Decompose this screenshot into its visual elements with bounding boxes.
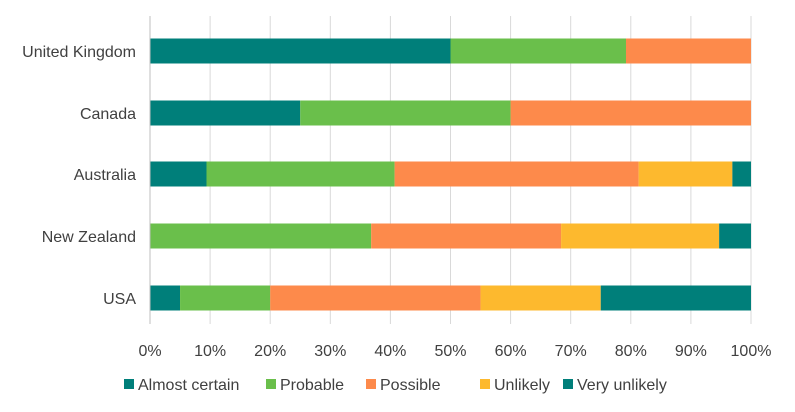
x-tick-label: 20%: [254, 343, 286, 360]
bar-segment: [638, 161, 733, 187]
bar-segment: [371, 223, 562, 249]
x-tick-label: 70%: [555, 343, 587, 360]
x-tick-label: 0%: [138, 343, 161, 360]
x-tick-label: 60%: [495, 343, 527, 360]
x-tick-label: 90%: [675, 343, 707, 360]
x-tick-label: 40%: [374, 343, 406, 360]
legend-label: Unlikely: [494, 377, 550, 394]
legend-swatch: [563, 379, 573, 389]
x-tick-label: 10%: [194, 343, 226, 360]
axes: 0% 10% 20% 30% 40% 50% 60% 70% 80% 90% 100% United …: [22, 16, 771, 360]
legend-label: Very unlikely: [577, 377, 667, 394]
x-tick-label: 50%: [434, 343, 466, 360]
bar-segment: [150, 161, 207, 187]
bar-segment: [732, 161, 751, 187]
x-tick-label: 80%: [615, 343, 647, 360]
legend-label: Probable: [280, 377, 344, 394]
x-tick-label: 100%: [731, 343, 772, 360]
legend-label: Possible: [380, 377, 441, 394]
legend-label: Almost certain: [138, 377, 239, 394]
bar-segment: [450, 38, 626, 64]
bar-segment: [206, 161, 395, 187]
bar-segment: [600, 285, 751, 311]
bar-segment: [300, 100, 511, 126]
bar-segment: [561, 223, 720, 249]
bars: [150, 38, 751, 311]
legend-swatch: [266, 379, 276, 389]
bar-segment: [150, 285, 181, 311]
bar-segment: [150, 223, 372, 249]
legend-swatch: [366, 379, 376, 389]
bar-segment: [394, 161, 639, 187]
bar-segment: [150, 100, 301, 126]
legend: Almost certain Probable Possible Unlikely Ve…: [124, 377, 667, 394]
category-label: New Zealand: [42, 229, 136, 246]
legend-swatch: [480, 379, 490, 389]
bar-segment: [150, 38, 451, 64]
category-label: Canada: [80, 106, 136, 123]
bar-segment: [180, 285, 271, 311]
bar-segment: [625, 38, 751, 64]
bar-segment: [270, 285, 481, 311]
bar-segment: [510, 100, 751, 126]
category-label: USA: [103, 291, 136, 308]
legend-swatch: [124, 379, 134, 389]
bar-segment: [480, 285, 601, 311]
bar-segment: [719, 223, 751, 249]
category-label: United Kingdom: [22, 44, 136, 61]
category-label: Australia: [74, 167, 136, 184]
x-tick-label: 30%: [314, 343, 346, 360]
